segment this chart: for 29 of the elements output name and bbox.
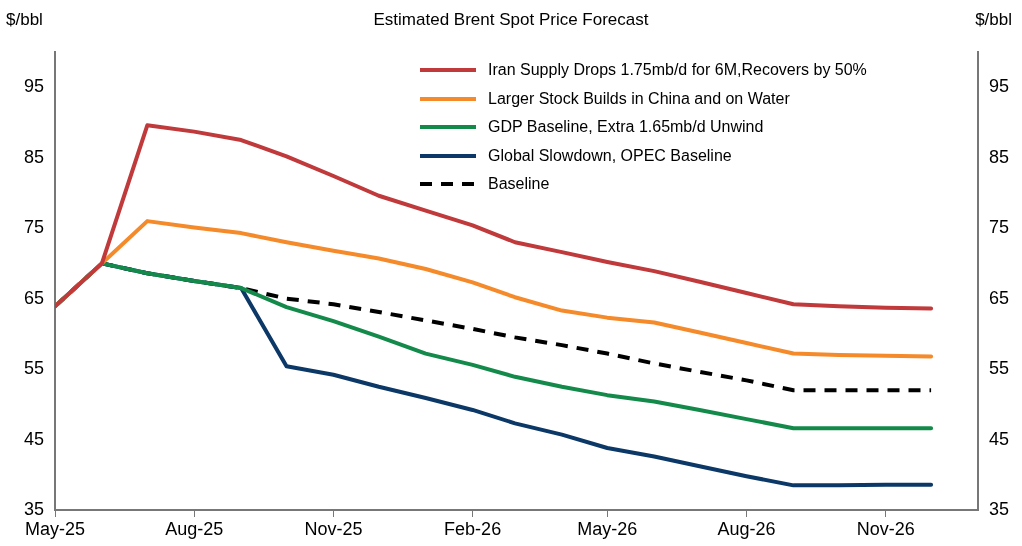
x-tick-label: Nov-25 — [304, 518, 363, 539]
legend-label: Larger Stock Builds in China and on Water — [488, 89, 790, 108]
y2-axis-title: $/bbl — [975, 10, 1012, 30]
legend-label: Global Slowdown, OPEC Baseline — [488, 146, 732, 165]
y2-tick-label: 45 — [989, 428, 1010, 449]
x-tick-label: Feb-26 — [444, 518, 502, 539]
legend-label: Iran Supply Drops 1.75mb/d for 6M,Recovers by 50% — [488, 61, 867, 80]
y-tick-label: 95 — [23, 76, 44, 97]
y-tick-label: 35 — [23, 498, 44, 519]
y2-tick-label: 95 — [989, 76, 1010, 97]
y2-tick-label: 35 — [989, 498, 1010, 519]
x-tick-label: Aug-26 — [717, 518, 776, 539]
y-tick-label: 65 — [23, 287, 44, 308]
y2-tick-label: 75 — [989, 217, 1010, 238]
y2-tick-label: 65 — [989, 287, 1010, 308]
legend-label: GDP Baseline, Extra 1.65mb/d Unwind — [488, 118, 764, 137]
legend-label: Baseline — [488, 175, 550, 194]
y2-tick-label: 55 — [989, 358, 1010, 379]
y-tick-label: 75 — [23, 217, 44, 238]
x-tick-label: Aug-25 — [165, 518, 224, 539]
x-tick-label: May-26 — [577, 518, 638, 539]
y-tick-label: 85 — [23, 146, 44, 167]
y-tick-label: 55 — [23, 358, 44, 379]
y2-tick-label: 85 — [989, 146, 1010, 167]
x-tick-label: May-25 — [24, 518, 86, 539]
y-tick-label: 45 — [23, 428, 44, 449]
y-axis-title: $/bbl — [6, 10, 43, 30]
x-tick-label: Nov-26 — [856, 518, 915, 539]
chart-title: Estimated Brent Spot Price Forecast — [373, 10, 649, 29]
